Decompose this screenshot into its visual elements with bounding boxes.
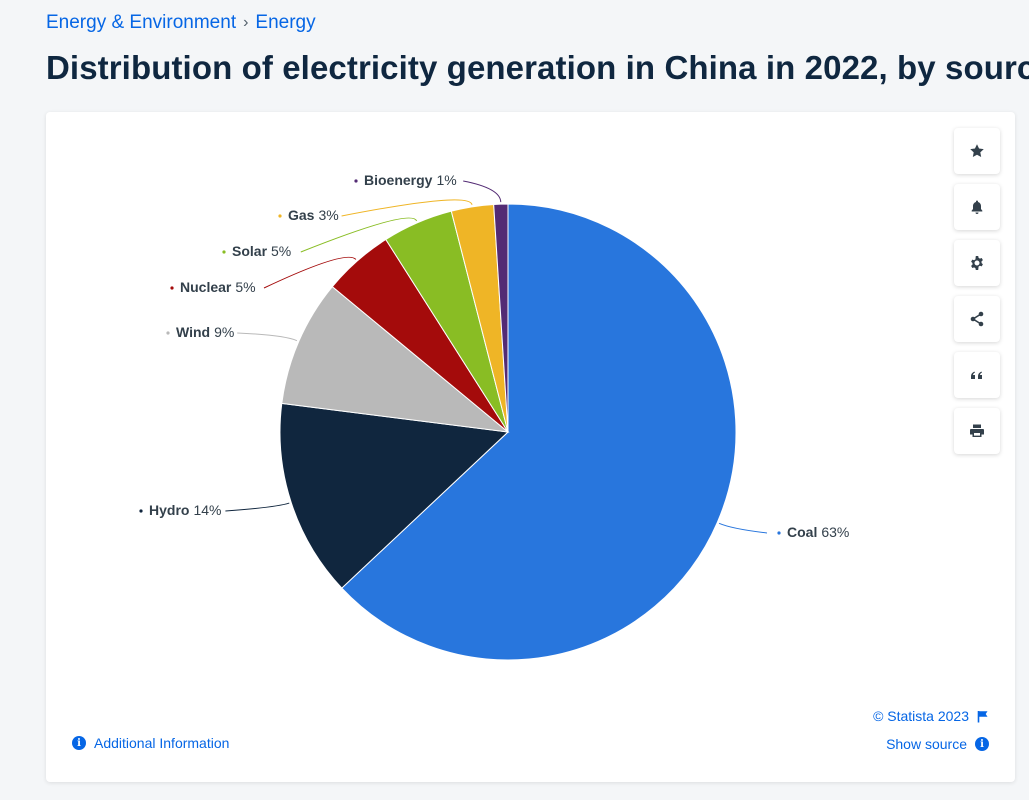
pie-connector-coal [718, 522, 768, 534]
pie-label-value: 5% [235, 279, 255, 295]
pie-label-name: Wind [176, 324, 210, 340]
pie-slice-coal[interactable] [341, 203, 737, 661]
pie-label-name: Gas [288, 207, 315, 223]
pie-label-marker [354, 179, 358, 183]
pie-label-marker [777, 531, 781, 535]
pie-label-value: 14% [193, 502, 221, 518]
notification-button[interactable] [954, 184, 1000, 230]
pie-label-marker [222, 250, 226, 254]
pie-label-name: Hydro [149, 502, 189, 518]
info-icon: i [975, 737, 989, 751]
pie-label-name: Nuclear [180, 279, 232, 295]
pie-slice-wind[interactable] [281, 285, 510, 433]
additional-information-link[interactable]: i Additional Information [72, 735, 229, 751]
pie-label-value: 63% [821, 524, 849, 540]
pie-connector-hydro [225, 502, 290, 512]
share-icon [970, 311, 984, 327]
additional-information-text: Additional Information [94, 735, 230, 751]
pie-label-marker [278, 214, 282, 218]
info-icon: i [72, 736, 86, 750]
breadcrumb-link-energy[interactable]: Energy [255, 12, 316, 33]
pie-label-bioenergy: Bioenergy 1% [354, 172, 457, 188]
copyright-link[interactable]: © Statista 2023 [873, 708, 989, 724]
chart-card: Coal 63% Hydro 14% Wind 9% Nuclear 5% Solar 5% Gas… [46, 112, 1015, 782]
pie-label-coal: Coal 63% [777, 524, 849, 540]
pie-slice-hydro[interactable] [279, 402, 510, 589]
pie-label-name: Coal [787, 524, 817, 540]
pie-label-marker [166, 331, 170, 335]
pie-label-marker [170, 286, 174, 290]
pie-connector-nuclear [263, 256, 357, 289]
pie-slices [279, 203, 737, 661]
pie-label-nuclear: Nuclear 5% [170, 279, 256, 295]
page-title: Distribution of electricity generation i… [46, 49, 1029, 86]
pie-label-marker [139, 509, 143, 513]
pie-chart: Coal 63%Hydro 14%Wind 9%Nuclear 5%Solar 5%Gas… [139, 172, 849, 661]
pie-connector-solar [300, 217, 418, 253]
pie-label-value: 3% [318, 207, 338, 223]
pie-label-value: 5% [271, 243, 291, 259]
pie-connectors [225, 180, 768, 534]
bell-icon [971, 200, 983, 214]
pie-label-gas: Gas 3% [278, 207, 339, 223]
show-source-link[interactable]: Show source i [886, 736, 989, 752]
gear-icon [971, 256, 983, 270]
breadcrumb-separator: › [243, 14, 249, 31]
pie-label-value: 1% [436, 172, 456, 188]
pie-label-name: Solar [232, 243, 268, 259]
chart-toolbar [954, 128, 1000, 454]
pie-connector-wind [237, 332, 298, 342]
flag-icon [977, 710, 988, 722]
quote-icon [971, 371, 982, 379]
pie-labels: Coal 63%Hydro 14%Wind 9%Nuclear 5%Solar 5%Gas… [139, 172, 849, 540]
pie-slice-bioenergy[interactable] [493, 203, 509, 433]
pie-label-name: Bioenergy [364, 172, 433, 188]
pie-label-wind: Wind 9% [166, 324, 234, 340]
breadcrumb: Energy & Environment › Energy [46, 12, 316, 34]
share-button[interactable] [954, 296, 1000, 342]
printer-icon [970, 424, 984, 437]
settings-button[interactable] [954, 240, 1000, 286]
star-icon [970, 144, 984, 157]
show-source-text: Show source [886, 736, 967, 752]
pie-label-solar: Solar 5% [222, 243, 291, 259]
pie-label-hydro: Hydro 14% [139, 502, 221, 518]
cite-button[interactable] [954, 352, 1000, 398]
copyright-text: © Statista 2023 [873, 708, 969, 724]
pie-connector-gas [341, 199, 473, 217]
print-button[interactable] [954, 408, 1000, 454]
pie-label-value: 9% [214, 324, 234, 340]
favorite-button[interactable] [954, 128, 1000, 174]
pie-connector-bioenergy [463, 180, 502, 203]
breadcrumb-link-energy-environment[interactable]: Energy & Environment [46, 12, 237, 33]
